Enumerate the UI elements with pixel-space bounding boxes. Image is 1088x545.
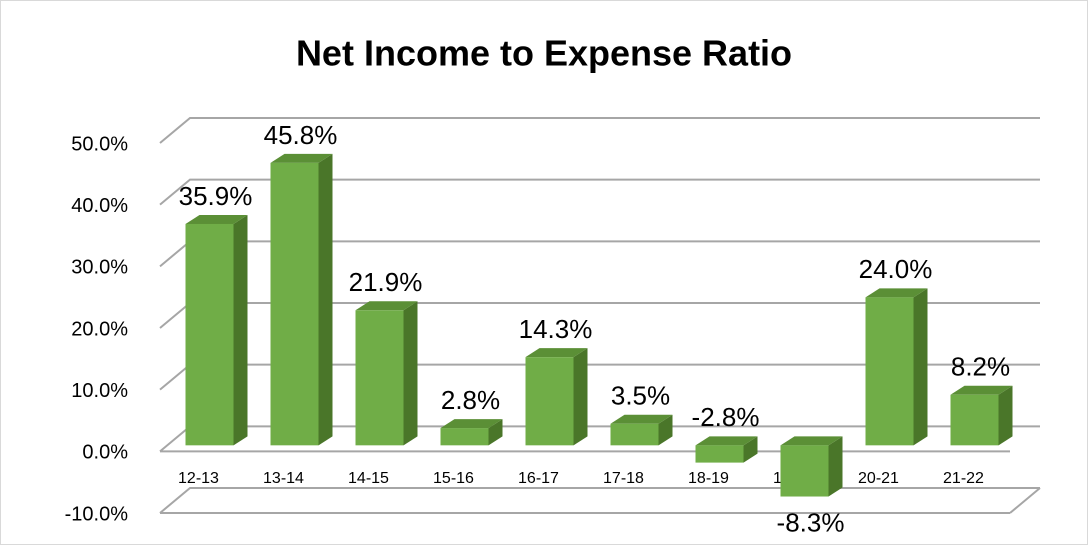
bar-front: [270, 162, 319, 446]
bar: [610, 414, 673, 446]
bar: [695, 436, 758, 463]
grid-line: [159, 178, 1040, 206]
data-label: 3.5%: [611, 381, 670, 411]
bar-side: [828, 436, 843, 497]
x-tick-label: 14-15: [348, 470, 389, 487]
data-label: 8.2%: [951, 352, 1010, 382]
bar-front: [950, 394, 999, 446]
bar-front: [185, 223, 234, 446]
x-tick-label: 18-19: [688, 470, 729, 487]
bar: [950, 385, 1013, 446]
bar-front: [695, 445, 744, 463]
bar-side: [488, 419, 503, 446]
grid-line: [159, 487, 1040, 514]
data-label: 2.8%: [441, 385, 500, 415]
bar-side: [998, 385, 1013, 446]
bar: [355, 301, 418, 446]
bar-side: [403, 301, 418, 446]
bar-front: [865, 297, 914, 446]
bar-side: [573, 348, 588, 446]
bar-top: [355, 301, 418, 311]
y-tick-label: 0.0%: [82, 442, 128, 464]
bar-side: [743, 436, 758, 463]
bar-top: [950, 385, 1013, 395]
bar-top: [865, 288, 928, 298]
bar-front: [610, 423, 659, 446]
bar-front: [440, 428, 489, 446]
chart-title: Net Income to Expense Ratio: [296, 33, 792, 74]
x-tick-label: 20-21: [858, 470, 899, 487]
data-label: 24.0%: [859, 254, 933, 284]
floor-edge: [1009, 487, 1041, 514]
x-tick-label: 15-16: [433, 470, 474, 487]
bar-side: [913, 288, 928, 446]
bar-front: [525, 357, 574, 446]
bar-top: [610, 414, 673, 424]
data-label: 14.3%: [519, 314, 593, 344]
x-tick-label: 12-13: [178, 470, 219, 487]
bar: [185, 214, 248, 446]
y-tick-label: 10.0%: [71, 380, 128, 402]
bar-top: [525, 348, 588, 358]
bar: [865, 288, 928, 446]
y-tick-label: 30.0%: [71, 257, 128, 279]
bar-top: [780, 436, 843, 446]
data-label: 45.8%: [264, 120, 338, 150]
y-tick-label: 40.0%: [71, 195, 128, 217]
bar-front: [780, 445, 829, 497]
bar: [440, 419, 503, 446]
bar-front: [355, 310, 404, 446]
x-tick-label: 16-17: [518, 470, 559, 487]
x-tick-label: 21-22: [943, 470, 984, 487]
bar-side: [233, 214, 248, 446]
y-tick-label: -10.0%: [65, 503, 129, 525]
data-label: -2.8%: [692, 402, 760, 432]
bar-side: [318, 153, 333, 446]
y-tick-label: 20.0%: [71, 318, 128, 340]
grid-line: [159, 117, 1040, 144]
x-tick-label: 17-18: [603, 470, 644, 487]
bar: [270, 153, 333, 446]
x-tick-label: 13-14: [263, 470, 304, 487]
bar-top: [440, 419, 503, 429]
bar-top: [695, 436, 758, 446]
bar: [525, 348, 588, 446]
data-label: -8.3%: [777, 507, 845, 537]
y-tick-label: 50.0%: [71, 133, 128, 155]
bar: [780, 436, 843, 497]
bar-side: [658, 414, 673, 446]
data-label: 21.9%: [349, 267, 423, 297]
data-label: 35.9%: [179, 181, 253, 211]
bar-top: [270, 153, 333, 163]
bar-top: [185, 214, 248, 224]
